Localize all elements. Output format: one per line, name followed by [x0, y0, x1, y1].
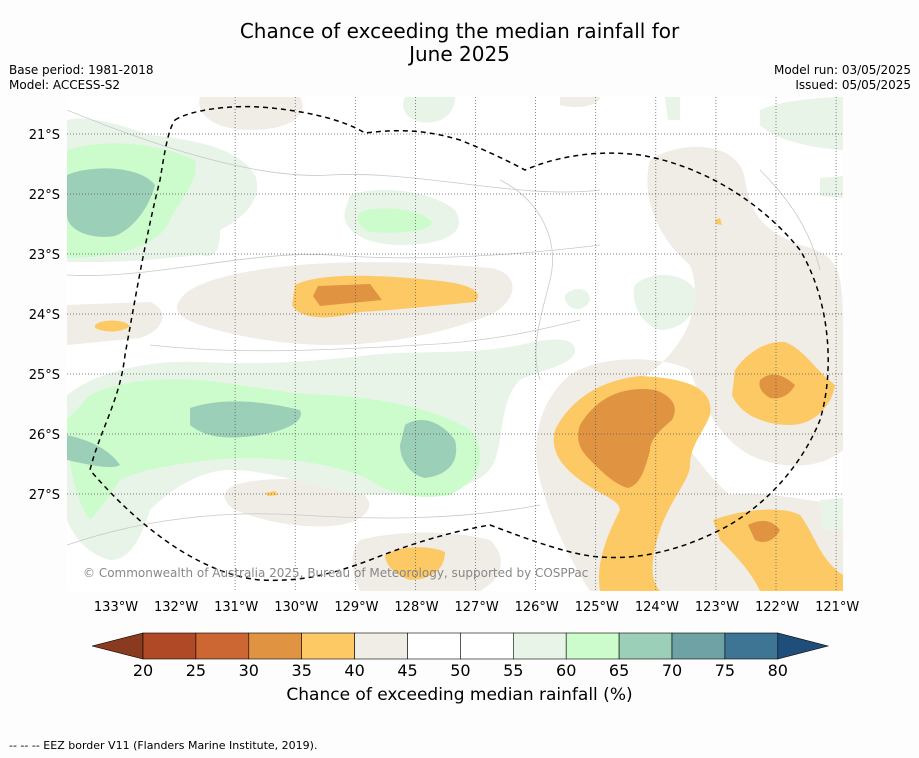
copyright-text: © Commonwealth of Australia 2025, Bureau…: [83, 566, 588, 580]
latitude-label: 23°S: [29, 248, 60, 263]
colorbar-tick-label: 30: [239, 661, 259, 680]
latitude-label: 22°S: [29, 188, 60, 203]
longitude-label: 124°W: [635, 600, 679, 615]
colorbar-tick-label: 75: [715, 661, 735, 680]
colorbar-tick-label: 60: [556, 661, 576, 680]
map-title-line2: June 2025: [409, 42, 510, 66]
colorbar-segment: [512, 632, 567, 660]
colorbar-segment: [671, 632, 726, 660]
longitude-label: 122°W: [755, 600, 799, 615]
longitude-label: 132°W: [154, 600, 198, 615]
longitude-label: 125°W: [575, 600, 619, 615]
eez-border: [89, 105, 829, 582]
colorbar-segment: [195, 632, 250, 660]
colorbar-tick-label: 80: [768, 661, 788, 680]
longitude-label: 130°W: [274, 600, 318, 615]
longitude-label: 123°W: [695, 600, 739, 615]
model-run: Model run: 03/05/2025: [773, 63, 911, 77]
longitude-label: 126°W: [515, 600, 559, 615]
colorbar-segment: [142, 632, 197, 660]
map-grid: [67, 97, 843, 591]
longitude-label: 127°W: [455, 600, 499, 615]
colorbar-segment: [407, 632, 461, 660]
colorbar-tick-label: 20: [133, 661, 153, 680]
base-period: Base period: 1981-2018: [9, 63, 154, 77]
eez-legend-note: -- -- -- EEZ border V11 (Flanders Marine…: [9, 739, 318, 752]
latitude-label: 27°S: [29, 488, 60, 503]
colorbar-title: Chance of exceeding median rainfall (%): [286, 685, 633, 705]
colorbar-segment: [565, 632, 620, 660]
longitude-label: 129°W: [334, 600, 378, 615]
colorbar-segment: [301, 632, 355, 660]
map-plot-area: © Commonwealth of Australia 2025, Bureau…: [67, 97, 843, 591]
longitude-labels: 133°W 132°W 131°W 130°W 129°W 128°W 127°W 126°W…: [94, 600, 860, 615]
map-title-line1: Chance of exceeding the median rainfall …: [239, 19, 680, 43]
colorbar-tick-label: 55: [503, 661, 523, 680]
model-name: Model: ACCESS-S2: [9, 78, 121, 92]
longitude-label: 131°W: [214, 600, 258, 615]
longitude-label: 121°W: [815, 600, 859, 615]
issued-date: Issued: 05/05/2025: [795, 78, 911, 92]
colorbar-segment: [248, 632, 303, 660]
colorbar-tick-label: 40: [344, 661, 364, 680]
colorbar-tick-label: 50: [450, 661, 470, 680]
latitude-labels: 21°S 22°S 23°S 24°S 25°S 26°S 27°S: [29, 128, 60, 503]
latitude-label: 21°S: [29, 128, 60, 143]
colorbar-tick-label: 70: [662, 661, 682, 680]
colorbar-tick-label: 25: [186, 661, 206, 680]
colorbar-tick-label: 65: [609, 661, 629, 680]
colorbar-high-extend: [777, 632, 830, 660]
colorbar-tick-label: 35: [292, 661, 312, 680]
colorbar-low-extend: [91, 632, 144, 660]
longitude-label: 128°W: [394, 600, 438, 615]
latitude-label: 25°S: [29, 368, 60, 383]
colorbar-segment: [724, 632, 779, 660]
colorbar-segment: [460, 632, 514, 660]
contour-lines: [67, 109, 821, 546]
latitude-label: 26°S: [29, 428, 60, 443]
colorbar-tick-label: 45: [397, 661, 417, 680]
colorbar: 20 25 30 35 40 45 50 55 60 65 70 75 80: [91, 632, 830, 680]
region-65-70: [67, 168, 457, 478]
colorbar-segment: [618, 632, 673, 660]
longitude-label: 133°W: [94, 600, 138, 615]
colorbar-segment: [354, 632, 408, 660]
region-30-35: [313, 284, 795, 542]
latitude-label: 24°S: [29, 308, 60, 323]
